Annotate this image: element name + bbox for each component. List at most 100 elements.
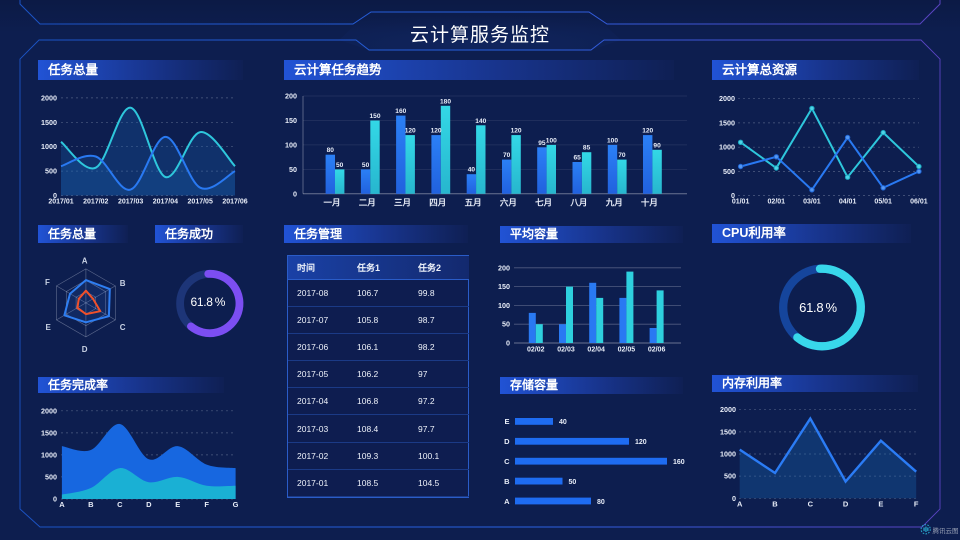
- svg-text:150: 150: [498, 282, 510, 291]
- svg-text:90: 90: [653, 142, 661, 149]
- svg-text:D: D: [82, 345, 88, 354]
- svg-text:06/01: 06/01: [910, 199, 928, 206]
- svg-text:50: 50: [289, 165, 297, 174]
- svg-text:1000: 1000: [41, 142, 57, 151]
- svg-text:一月: 一月: [323, 198, 340, 208]
- svg-text:2017/04: 2017/04: [153, 199, 178, 206]
- svg-text:120: 120: [511, 128, 522, 135]
- svg-text:500: 500: [724, 472, 736, 481]
- svg-text:B: B: [772, 500, 778, 509]
- svg-text:2017/02: 2017/02: [83, 199, 108, 206]
- svg-text:四月: 四月: [429, 198, 446, 208]
- svg-text:02/05: 02/05: [618, 347, 636, 354]
- svg-text:E: E: [175, 500, 180, 509]
- svg-text:七月: 七月: [535, 198, 552, 208]
- svg-text:E: E: [878, 500, 883, 509]
- svg-text:200: 200: [285, 92, 297, 101]
- svg-text:0: 0: [731, 191, 735, 200]
- svg-text:120: 120: [642, 128, 653, 135]
- svg-text:160: 160: [395, 108, 406, 115]
- svg-text:G: G: [233, 500, 239, 509]
- svg-text:160: 160: [673, 459, 685, 466]
- svg-text:120: 120: [405, 128, 416, 135]
- svg-text:1500: 1500: [720, 427, 736, 436]
- svg-text:E: E: [504, 417, 509, 426]
- svg-text:04/01: 04/01: [839, 199, 857, 206]
- svg-text:50: 50: [502, 320, 510, 329]
- svg-text:120: 120: [431, 128, 442, 135]
- svg-text:1000: 1000: [41, 450, 57, 459]
- svg-text:A: A: [59, 500, 65, 509]
- svg-text:85: 85: [583, 145, 591, 152]
- svg-text:70: 70: [503, 152, 511, 159]
- svg-text:十月: 十月: [641, 198, 658, 208]
- svg-text:三月: 三月: [394, 198, 411, 208]
- svg-text:500: 500: [45, 167, 57, 176]
- svg-text:2000: 2000: [720, 405, 736, 414]
- svg-text:180: 180: [440, 98, 451, 105]
- svg-text:120: 120: [635, 439, 647, 446]
- svg-text:九月: 九月: [605, 198, 623, 208]
- svg-text:500: 500: [723, 167, 735, 176]
- svg-text:03/01: 03/01: [803, 199, 821, 206]
- svg-text:D: D: [146, 500, 152, 509]
- svg-text:100: 100: [607, 137, 618, 144]
- svg-text:0: 0: [53, 191, 57, 200]
- svg-text:100: 100: [285, 140, 297, 149]
- svg-text:六月: 六月: [500, 198, 517, 208]
- svg-text:02/04: 02/04: [587, 347, 605, 354]
- svg-text:A: A: [504, 497, 510, 506]
- svg-text:F: F: [45, 278, 50, 287]
- svg-text:02/02: 02/02: [527, 347, 545, 354]
- svg-text:2017/03: 2017/03: [118, 199, 143, 206]
- svg-text:F: F: [914, 500, 919, 509]
- svg-text:95: 95: [538, 140, 546, 147]
- svg-text:B: B: [88, 500, 94, 509]
- svg-text:01/01: 01/01: [732, 199, 750, 206]
- svg-text:A: A: [82, 257, 88, 266]
- svg-text:70: 70: [618, 152, 626, 159]
- svg-text:65: 65: [574, 155, 582, 162]
- svg-text:八月: 八月: [569, 198, 587, 208]
- svg-text:40: 40: [468, 167, 476, 174]
- svg-text:05/01: 05/01: [874, 199, 892, 206]
- svg-text:40: 40: [559, 419, 567, 426]
- svg-text:2017/01: 2017/01: [48, 199, 73, 206]
- svg-text:2017/06: 2017/06: [222, 199, 247, 206]
- svg-text:150: 150: [369, 113, 380, 120]
- svg-text:02/01: 02/01: [768, 199, 786, 206]
- svg-text:E: E: [46, 323, 52, 332]
- svg-text:02/06: 02/06: [648, 347, 666, 354]
- svg-text:2000: 2000: [41, 406, 57, 415]
- svg-text:100: 100: [498, 301, 510, 310]
- svg-text:50: 50: [569, 479, 577, 486]
- svg-text:C: C: [504, 457, 510, 466]
- svg-text:80: 80: [597, 499, 605, 506]
- svg-text:50: 50: [336, 162, 344, 169]
- svg-text:2000: 2000: [41, 93, 57, 102]
- svg-text:C: C: [117, 500, 123, 509]
- svg-text:A: A: [737, 500, 743, 509]
- svg-text:F: F: [204, 500, 209, 509]
- svg-text:C: C: [120, 323, 126, 332]
- svg-text:C: C: [808, 500, 814, 509]
- svg-text:B: B: [504, 477, 510, 486]
- svg-text:0: 0: [53, 495, 57, 504]
- svg-text:D: D: [504, 437, 510, 446]
- svg-text:100: 100: [546, 137, 557, 144]
- svg-text:B: B: [120, 279, 126, 288]
- svg-text:2000: 2000: [719, 94, 735, 103]
- svg-text:50: 50: [362, 162, 370, 169]
- svg-text:1000: 1000: [719, 143, 735, 152]
- svg-text:2017/05: 2017/05: [188, 199, 213, 206]
- svg-text:D: D: [843, 500, 849, 509]
- svg-text:1500: 1500: [41, 428, 57, 437]
- svg-text:1500: 1500: [41, 118, 57, 127]
- svg-text:1000: 1000: [720, 450, 736, 459]
- svg-text:140: 140: [475, 118, 486, 125]
- svg-text:二月: 二月: [359, 198, 376, 208]
- svg-text:0: 0: [506, 339, 510, 348]
- svg-text:0: 0: [293, 189, 297, 198]
- svg-text:150: 150: [285, 116, 297, 125]
- svg-text:500: 500: [45, 472, 57, 481]
